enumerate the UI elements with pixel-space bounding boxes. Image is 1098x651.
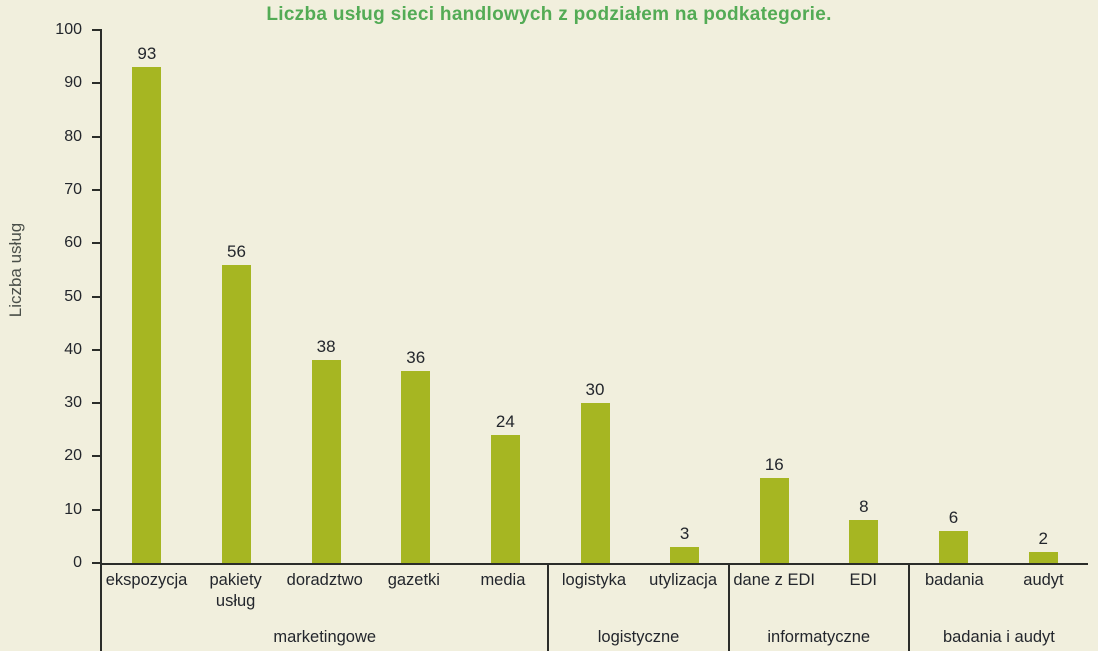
bar-group: 30 3 xyxy=(550,30,729,563)
bar-slot: 8 xyxy=(819,30,909,563)
y-tick-label: 10 xyxy=(64,500,82,518)
bar-value-label: 2 xyxy=(1038,529,1048,549)
bar-value-label: 30 xyxy=(585,380,605,400)
y-tick-mark xyxy=(92,82,102,85)
category-label: doradztwo xyxy=(286,571,363,589)
category-label: logistyka xyxy=(561,571,627,589)
chart-title: Liczba usług sieci handlowych z podziałe… xyxy=(266,4,832,25)
bar-slot: 56 xyxy=(192,30,282,563)
category-label: EDI xyxy=(849,571,878,589)
y-tick-mark xyxy=(92,508,102,511)
y-tick-mark xyxy=(92,402,102,405)
label-group: dane z EDI EDI informatyczne xyxy=(727,565,908,651)
label-group: ekspozycja pakiety usług doradztwo gazetki m… xyxy=(100,565,547,651)
bar-slot: 36 xyxy=(371,30,461,563)
category-label: audyt xyxy=(1023,571,1064,589)
category-label: pakiety usług xyxy=(209,571,262,610)
bar-slot: 24 xyxy=(461,30,551,563)
bar xyxy=(132,67,162,563)
y-tick-mark xyxy=(92,295,102,298)
bar xyxy=(221,264,251,563)
y-tick-mark xyxy=(92,562,102,564)
group-label: informatyczne xyxy=(767,628,871,646)
bar-value-label: 16 xyxy=(764,454,784,474)
category-label-row: logistyka utylizacja xyxy=(549,565,727,591)
y-tick-mark xyxy=(92,29,102,31)
category-label: gazetki xyxy=(387,571,440,589)
y-tick-label: 50 xyxy=(64,287,82,305)
y-tick-label: 0 xyxy=(73,554,82,571)
category-label-row: ekspozycja pakiety usług doradztwo gazetki m… xyxy=(102,565,547,611)
y-tick-label: 40 xyxy=(64,340,82,358)
bar-slot: 6 xyxy=(909,30,999,563)
bar xyxy=(849,520,879,563)
y-tick-mark xyxy=(92,348,102,351)
y-tick-label: 60 xyxy=(64,234,82,252)
y-tick-label: 30 xyxy=(64,394,82,412)
bar-slot: 30 xyxy=(550,30,640,563)
category-label-row: badania audyt xyxy=(910,565,1088,591)
group-label: badania i audyt xyxy=(942,628,1055,646)
category-label: dane z EDI xyxy=(733,571,815,589)
category-label: media xyxy=(480,571,526,589)
bar-slot: 16 xyxy=(729,30,819,563)
bar xyxy=(490,435,520,563)
bar-value-label: 56 xyxy=(227,241,246,261)
category-labels-strip: ekspozycja pakiety usług doradztwo gazetki m… xyxy=(100,565,1088,651)
y-tick-mark xyxy=(92,242,102,245)
bar xyxy=(401,371,431,563)
bar-slot: 2 xyxy=(998,30,1088,563)
y-tick-mark xyxy=(92,188,102,191)
y-tick-mark xyxy=(92,455,102,458)
y-tick-mark xyxy=(92,135,102,138)
bar-value-label: 6 xyxy=(948,508,959,528)
plot-area: 0 10 20 30 40 50 60 70 80 90 100 93 56 38 36 24 30 3 16 8 6… xyxy=(55,21,1088,571)
bar-slot: 93 xyxy=(102,30,192,563)
group-label: marketingowe xyxy=(273,628,377,646)
bar xyxy=(939,531,969,563)
label-group: badania audyt badania i audyt xyxy=(907,565,1088,651)
group-label: logistyczne xyxy=(597,628,680,646)
bar-value-label: 3 xyxy=(679,524,690,544)
category-label: ekspozycja xyxy=(105,571,188,589)
category-label: utylizacja xyxy=(649,571,718,589)
bar xyxy=(580,403,610,563)
label-group: logistyka utylizacja logistyczne xyxy=(547,565,727,651)
bar-slot: 3 xyxy=(640,30,730,563)
bar-value-label: 8 xyxy=(859,497,869,517)
bars-area: 93 56 38 36 24 30 3 16 8 6 2 xyxy=(102,30,1088,563)
category-label: badania xyxy=(925,571,984,589)
bar xyxy=(759,477,789,563)
bar-value-label: 93 xyxy=(137,44,157,64)
category-label-row: dane z EDI EDI xyxy=(730,565,908,591)
bar-value-label: 38 xyxy=(316,337,336,357)
bar xyxy=(670,547,700,563)
y-axis-title: Liczba usług xyxy=(6,222,25,318)
y-tick-label: 20 xyxy=(64,447,82,465)
bar xyxy=(311,360,341,563)
bar-group: 93 56 38 36 24 xyxy=(102,30,550,563)
bar xyxy=(1028,552,1058,563)
y-tick-label: 90 xyxy=(64,74,82,92)
bar-slot: 38 xyxy=(281,30,371,563)
y-tick-label: 70 xyxy=(64,180,82,198)
bar-value-label: 36 xyxy=(406,348,426,368)
y-tick-label: 80 xyxy=(64,127,82,145)
bar-value-label: 24 xyxy=(495,412,515,432)
bar-group: 16 8 xyxy=(729,30,908,563)
